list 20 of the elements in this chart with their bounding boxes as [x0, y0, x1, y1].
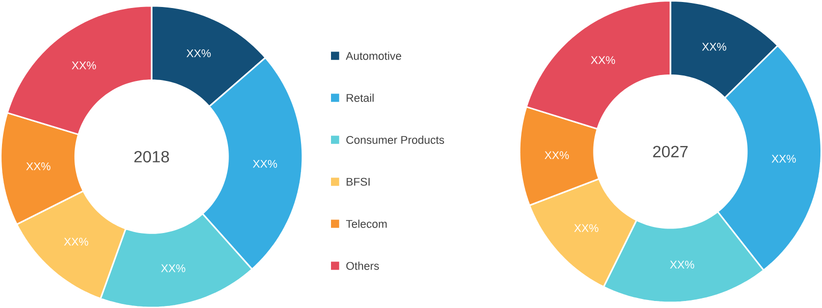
text: 2027	[653, 146, 688, 158]
text: 2018	[134, 150, 169, 162]
data-label: XX%	[670, 260, 694, 268]
legend-label: Consumer Products	[346, 136, 444, 144]
data-label: XX%	[702, 42, 726, 51]
data-label: XX%	[64, 238, 88, 246]
legend-label: Others	[346, 262, 379, 270]
data-label: XX%	[574, 224, 598, 232]
legend-label: Retail	[346, 94, 374, 102]
data-label: XX%	[186, 49, 211, 58]
data-label: XX%	[590, 56, 616, 64]
legend-label: BFSI	[346, 178, 370, 186]
legend-label: Automotive	[346, 52, 402, 60]
data-label: XX%	[544, 151, 569, 159]
legend-label: Telecom	[346, 220, 387, 228]
data-label: XX%	[26, 162, 50, 170]
data-label: XX%	[252, 160, 278, 168]
data-label: XX%	[72, 61, 96, 70]
data-label: XX%	[161, 264, 186, 272]
data-label: XX%	[772, 154, 796, 163]
